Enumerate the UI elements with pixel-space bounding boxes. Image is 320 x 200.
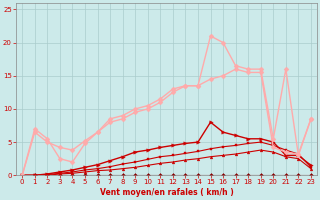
- X-axis label: Vent moyen/en rafales ( km/h ): Vent moyen/en rafales ( km/h ): [100, 188, 234, 197]
